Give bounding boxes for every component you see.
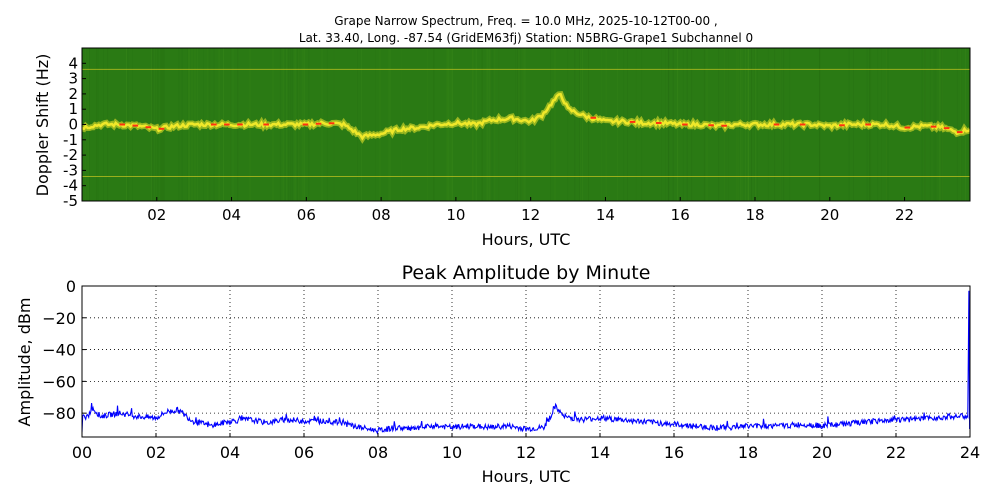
amplitude-y-tick-label: −20 [42,309,76,328]
spectrogram-y-tick-label: -3 [63,161,78,179]
amplitude-x-tick-label: 10 [442,443,462,462]
spectrogram-x-axis-label: Hours, UTC [482,230,571,249]
amplitude-x-axis-label: Hours, UTC [482,467,571,486]
spectrogram-y-tick-label: -2 [63,146,78,164]
spectrogram-x-tick-label: 10 [446,206,465,224]
amplitude-x-tick-label: 18 [738,443,758,462]
spectrogram-y-tick-label: 4 [68,54,78,72]
amplitude-plot-area [82,286,970,437]
spectrogram-x-ticks: 02 04 06 08 10 12 14 16 18 20 22 [147,197,914,224]
spectrogram-title-line1: Grape Narrow Spectrum, Freq. = 10.0 MHz,… [334,14,717,28]
amplitude-series [82,290,970,435]
amplitude-x-tick-label: 08 [368,443,388,462]
amplitude-y-ticks: 0 −20 −40 −60 −80 [42,277,86,423]
spectrogram-plot [82,48,970,201]
spectrogram-x-tick-label: 14 [596,206,615,224]
spectrogram-y-tick-label: -4 [63,177,78,195]
amplitude-line [82,290,970,435]
spectrogram-x-tick-label: 02 [147,206,166,224]
amplitude-x-tick-label: 12 [516,443,536,462]
spectrogram-x-tick-label: 08 [372,206,391,224]
amplitude-x-tick-label: 20 [812,443,832,462]
amplitude-x-tick-label: 06 [294,443,314,462]
amplitude-x-tick-label: 14 [590,443,610,462]
amplitude-y-tick-label: 0 [66,277,76,296]
spectrogram-x-tick-label: 04 [222,206,241,224]
spectrogram-x-tick-label: 18 [745,206,764,224]
amplitude-x-tick-label: 16 [664,443,684,462]
doppler-trace [82,90,970,144]
amplitude-title: Peak Amplitude by Minute [402,262,651,284]
spectrogram-x-tick-label: 20 [820,206,839,224]
amplitude-x-tick-label: 04 [220,443,240,462]
amplitude-y-tick-label: −40 [42,341,76,360]
amplitude-y-axis-label: Amplitude, dBm [15,298,34,427]
spectrogram-y-tick-label: -1 [63,131,78,149]
doppler-trace-line [82,92,970,141]
spectrogram-x-tick-label: 12 [521,206,540,224]
spectrogram-x-tick-label: 06 [297,206,316,224]
amplitude-x-tick-label: 02 [146,443,166,462]
spectrogram-y-tick-label: 3 [68,70,78,88]
amplitude-x-ticks: 00 02 04 06 08 10 12 14 16 18 20 22 24 [72,433,980,462]
spectrogram-interference-lines [82,68,970,178]
amplitude-x-tick-label: 24 [960,443,980,462]
spectrogram-title-line2: Lat. 33.40, Long. -87.54 (GridEM63fj) St… [299,31,753,45]
amplitude-x-tick-label: 22 [886,443,906,462]
spectrogram-y-tick-label: 2 [68,85,78,103]
spectrogram-y-tick-label: 1 [68,100,78,118]
spectrogram-x-tick-label: 16 [671,206,690,224]
amplitude-x-tick-label: 00 [72,443,92,462]
spectrogram-y-axis-label: Doppler Shift (Hz) [33,54,52,197]
amplitude-y-tick-label: −80 [42,404,76,423]
spectrogram-y-tick-label: 0 [68,116,78,134]
spectrogram-y-tick-label: -5 [63,192,78,210]
spectrogram-x-tick-label: 22 [895,206,914,224]
amplitude-y-tick-label: −60 [42,372,76,391]
